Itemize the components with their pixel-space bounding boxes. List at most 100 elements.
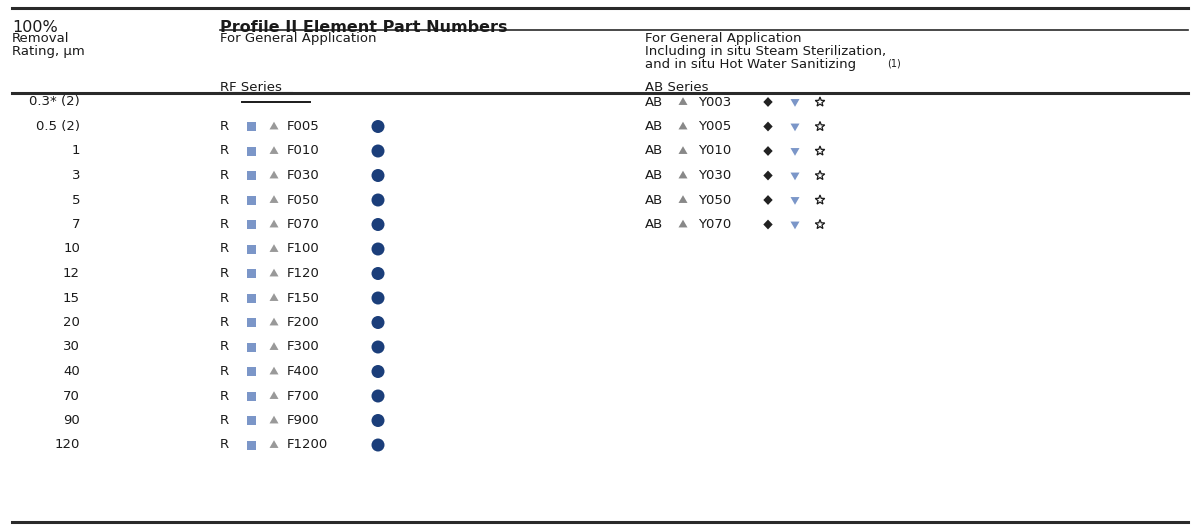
Text: Profile II Element Part Numbers: Profile II Element Part Numbers [220,20,508,35]
Text: AB: AB [646,193,664,207]
Polygon shape [270,342,278,350]
Text: AB: AB [646,169,664,182]
Polygon shape [791,173,799,180]
Bar [246,294,256,303]
Text: R: R [220,365,229,378]
Text: R: R [220,292,229,305]
Polygon shape [270,122,278,129]
Circle shape [372,243,384,255]
Polygon shape [678,195,688,203]
Polygon shape [763,171,773,180]
Text: 3: 3 [72,169,80,182]
Polygon shape [791,148,799,156]
Text: R: R [220,193,229,207]
Text: 10: 10 [64,243,80,255]
Text: Y050: Y050 [698,193,731,207]
Text: For General Application: For General Application [646,32,802,45]
Polygon shape [270,391,278,399]
Text: Removal: Removal [12,32,70,45]
Text: 120: 120 [55,438,80,452]
Bar [246,244,256,253]
Text: R: R [220,438,229,452]
Text: R: R [220,243,229,255]
Text: Y003: Y003 [698,95,731,109]
Text: 70: 70 [64,390,80,402]
Text: 5: 5 [72,193,80,207]
Polygon shape [270,440,278,448]
Text: Y005: Y005 [698,120,731,133]
Polygon shape [791,99,799,107]
Circle shape [372,292,384,305]
Text: 90: 90 [64,414,80,427]
Text: 0.3* (2): 0.3* (2) [29,95,80,109]
Text: Y010: Y010 [698,145,731,157]
Circle shape [372,390,384,402]
Text: Including in situ Steam Sterilization,: Including in situ Steam Sterilization, [646,45,886,58]
Bar [246,392,256,401]
Circle shape [372,414,384,427]
Bar [246,146,256,155]
Text: 7: 7 [72,218,80,231]
Circle shape [372,120,384,133]
Text: 1: 1 [72,145,80,157]
Text: R: R [220,120,229,133]
Bar [246,318,256,327]
Text: F030: F030 [287,169,319,182]
Text: F070: F070 [287,218,319,231]
Polygon shape [763,121,773,131]
Circle shape [372,218,384,231]
Text: F200: F200 [287,316,319,329]
Text: F400: F400 [287,365,319,378]
Polygon shape [270,244,278,252]
Polygon shape [763,195,773,205]
Text: and in situ Hot Water Sanitizing: and in situ Hot Water Sanitizing [646,58,856,71]
Text: 0.5 (2): 0.5 (2) [36,120,80,133]
Bar [246,367,256,376]
Polygon shape [763,146,773,156]
Polygon shape [270,293,278,301]
Bar [246,122,256,131]
Text: AB: AB [646,120,664,133]
Circle shape [372,365,384,378]
Polygon shape [270,171,278,179]
Text: F700: F700 [287,390,319,402]
Text: R: R [220,218,229,231]
Bar [246,196,256,205]
Text: 15: 15 [64,292,80,305]
Text: F100: F100 [287,243,319,255]
Text: R: R [220,390,229,402]
Polygon shape [678,220,688,227]
Polygon shape [270,146,278,154]
Text: (1): (1) [887,58,901,68]
Polygon shape [678,97,688,105]
Text: R: R [220,267,229,280]
Text: AB: AB [646,218,664,231]
Polygon shape [678,122,688,129]
Polygon shape [791,123,799,131]
Polygon shape [270,220,278,227]
Polygon shape [270,317,278,325]
Text: R: R [220,414,229,427]
Text: AB: AB [646,145,664,157]
Polygon shape [678,146,688,154]
Text: AB Series: AB Series [646,81,708,94]
Polygon shape [678,171,688,179]
Text: 100%: 100% [12,20,58,35]
Text: 20: 20 [64,316,80,329]
Circle shape [372,438,384,452]
Polygon shape [763,97,773,107]
Bar [246,416,256,425]
Polygon shape [270,416,278,423]
Text: Rating, μm: Rating, μm [12,45,85,58]
Bar [246,220,256,229]
Bar [246,171,256,180]
Polygon shape [791,197,799,205]
Text: 40: 40 [64,365,80,378]
Circle shape [372,316,384,329]
Text: F150: F150 [287,292,320,305]
Text: F050: F050 [287,193,319,207]
Text: Y030: Y030 [698,169,731,182]
Text: 30: 30 [64,340,80,354]
Text: RF Series: RF Series [220,81,282,94]
Text: For General Application: For General Application [220,32,377,45]
